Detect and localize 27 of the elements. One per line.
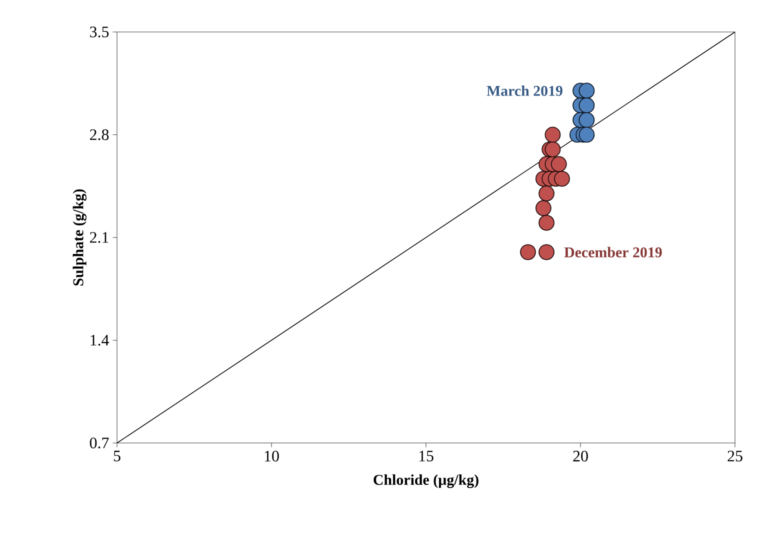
point [550,156,567,172]
y-tick-label: 3.5 [90,26,109,38]
point [538,244,554,260]
x-tick-label: 10 [264,450,279,462]
x-tick-label: 15 [419,450,434,462]
y-tick-label: 0.7 [90,438,109,448]
point [538,185,554,202]
point [578,97,595,114]
point [535,200,552,216]
point [578,112,595,128]
y-tick-label: 2.8 [90,129,109,140]
x-tick-label: 20 [573,450,588,462]
series-label: December 2019 [564,246,662,258]
series-label: March 2019 [486,85,562,96]
x-axis-title: Chloride (µg/kg) [374,474,478,488]
point [578,126,595,143]
point [554,170,570,187]
y-tick-label: 1.4 [90,334,109,346]
point [578,82,595,99]
point [538,214,554,231]
y-tick-label: 2.1 [90,232,108,243]
point [520,244,536,260]
x-tick-label: 25 [728,450,742,462]
point [544,141,561,158]
x-tick-label: 5 [114,450,120,462]
y-axis-title: Sulphate (g/kg) [72,189,86,286]
point [544,126,561,143]
